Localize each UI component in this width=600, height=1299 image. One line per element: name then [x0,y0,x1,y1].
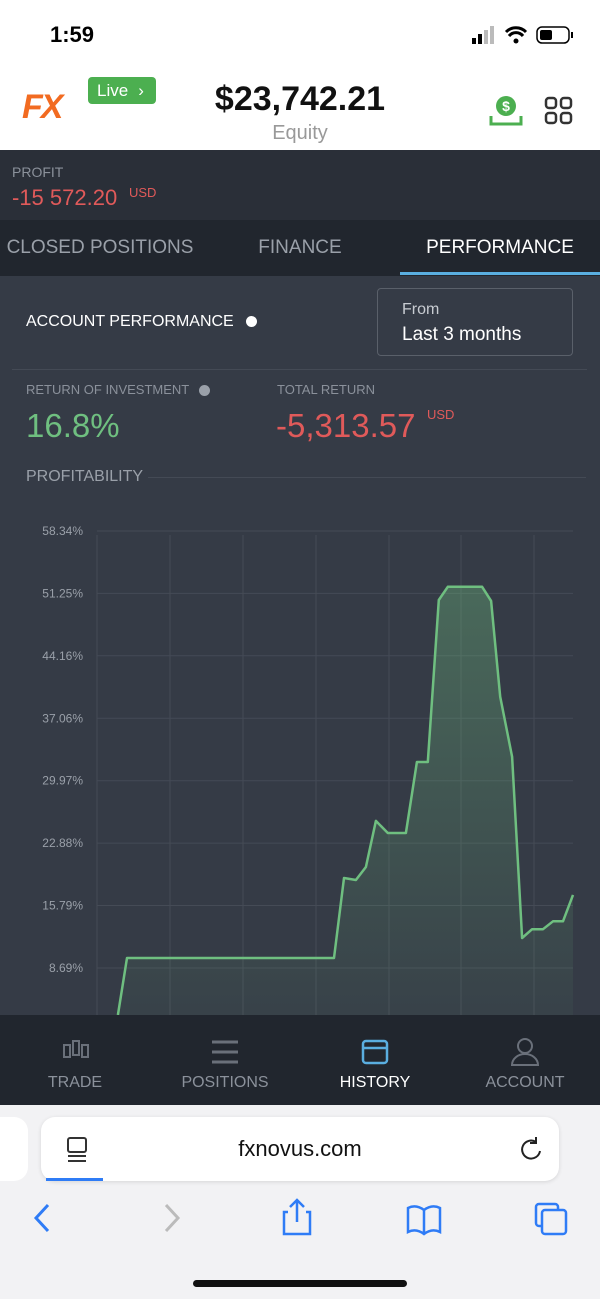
equity-value: $23,742.21 [214,80,386,118]
url-text: fxnovus.com [238,1136,362,1161]
section-title: PROFITABILITY [26,468,144,485]
perf-title-text: ACCOUNT PERFORMANCE [26,313,234,330]
perf-title: ACCOUNT PERFORMANCE [26,313,258,331]
divider [12,369,587,370]
total-return-label: TOTAL RETURN [277,382,375,397]
profit-currency: USD [129,185,157,200]
browser-icons[interactable] [0,1130,600,1290]
info-icon[interactable] [246,316,258,328]
total-return-value: -5,313.57 [276,407,416,444]
y-tick-label: 51.25% [42,586,83,600]
nav-item[interactable]: POSITIONS [181,1074,269,1091]
tab-bar [0,220,600,276]
y-tick-label: 29.97% [42,774,83,788]
prev-tab[interactable] [0,1117,28,1181]
equity-label: Equity [272,122,328,144]
tab-active[interactable]: PERFORMANCE [426,237,574,258]
nav-item[interactable]: TRADE [47,1074,103,1091]
live-badge[interactable]: Live › [88,77,156,104]
logo[interactable]: FX [22,88,63,126]
line-area [117,586,574,1015]
y-tick-label: 58.34% [42,524,83,538]
y-tick-label: 44.16% [42,649,83,663]
tab[interactable]: CLOSED POSITIONS [6,237,194,258]
profit-value: -15 572.20 [12,185,118,210]
profitability-chart: 58.34% 51.25% 44.16% 37.06% 29.97% 22.88% 15.7… [42,524,575,1015]
bottom-nav [0,1015,600,1105]
line-series [116,585,575,1015]
roi-label: RETURN OF INVESTMENT [26,382,210,397]
status-icons [472,26,573,44]
y-tick-label: 22.88% [42,836,83,850]
period-select[interactable]: From Last 3 months [377,288,573,356]
period-value: Last 3 months [402,324,522,345]
total-return-currency: USD [427,407,455,422]
y-tick-label: 8.69% [49,961,83,975]
svg-text:$: $ [502,98,510,114]
profit-label: PROFIT [12,164,64,180]
nav-icons [63,1038,540,1066]
tab[interactable]: FINANCE [258,237,342,258]
nav-item[interactable]: ACCOUNT [485,1074,565,1091]
y-tick-label: 37.06% [42,711,83,725]
roi-label-text: RETURN OF INVESTMENT [26,382,189,397]
section-rule [148,477,586,478]
nav-item-active[interactable]: HISTORY [339,1074,411,1091]
status-time: 1:59 [50,22,95,47]
tab-underline [46,1178,103,1181]
url-field[interactable]: fxnovus.com [41,1117,559,1181]
period-label: From [402,301,440,318]
tab-indicator [400,272,600,275]
info-icon[interactable] [198,385,210,397]
profit-band [0,150,600,220]
badge-text: Live [97,81,129,100]
y-tick-label: 15.79% [42,899,83,913]
header-icons[interactable]: $ [488,92,578,128]
roi-value: 16.8% [26,407,120,444]
